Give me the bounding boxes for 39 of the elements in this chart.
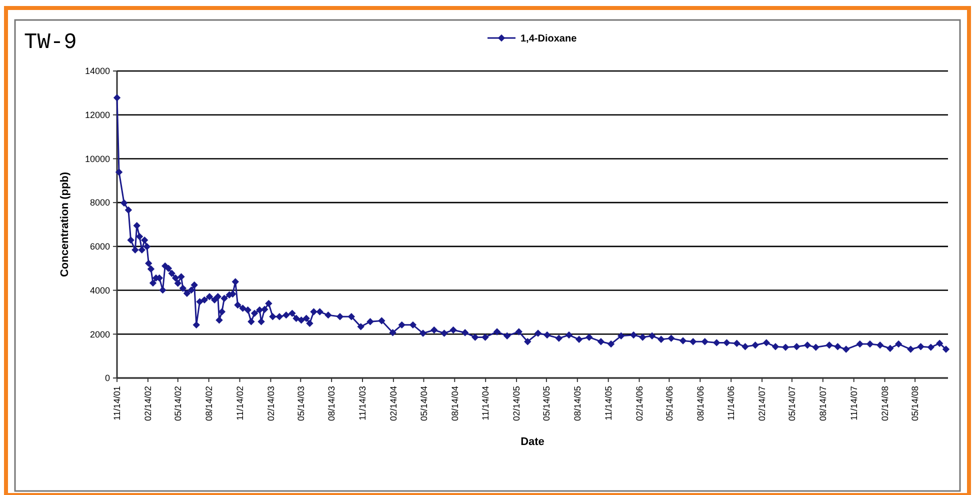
x-tick-label: 02/14/06 xyxy=(634,386,644,422)
x-tick-label: 11/14/07 xyxy=(848,386,859,420)
x-tick-label: 11/14/04 xyxy=(480,386,491,420)
x-tick-label: 02/14/07 xyxy=(757,386,768,422)
x-tick-label: 08/14/04 xyxy=(450,386,460,422)
x-tick-label: 11/14/05 xyxy=(603,386,614,420)
x-tick-label: 11/14/03 xyxy=(358,386,368,420)
y-tick-label: 14000 xyxy=(84,66,110,76)
y-axis-title: Concentration (ppb) xyxy=(59,172,71,278)
y-tick-label: 6000 xyxy=(90,242,110,252)
x-tick-label: 02/14/02 xyxy=(143,386,154,422)
x-tick-label: 05/14/08 xyxy=(910,386,920,422)
x-tick-label: 05/14/05 xyxy=(542,386,552,422)
legend-label: 1,4-Dioxane xyxy=(520,34,578,44)
x-tick-label: 05/14/03 xyxy=(296,386,306,422)
y-tick-label: 0 xyxy=(104,373,110,384)
x-tick-label: 02/14/03 xyxy=(266,386,276,422)
x-tick-label: 08/14/05 xyxy=(572,386,583,422)
x-tick-label: 08/14/07 xyxy=(818,386,828,422)
x-tick-label: 05/14/02 xyxy=(173,386,184,422)
x-tick-label: 05/14/06 xyxy=(664,386,674,422)
x-tick-label: 11/14/01 xyxy=(112,386,122,420)
x-tick-label: 08/14/06 xyxy=(695,386,706,422)
y-tick-label: 2000 xyxy=(90,329,110,340)
x-tick-label: 02/14/05 xyxy=(512,386,522,422)
x-tick-label: 05/14/07 xyxy=(787,386,798,422)
x-axis-title: Date xyxy=(520,436,544,448)
x-tick-label: 08/14/02 xyxy=(204,386,214,422)
chart-title: TW-9 xyxy=(24,30,77,55)
x-tick-label: 08/14/03 xyxy=(326,386,337,422)
x-tick-label: 05/14/04 xyxy=(418,386,429,422)
y-tick-label: 10000 xyxy=(84,154,110,164)
x-tick-label: 02/14/08 xyxy=(880,386,890,422)
x-tick-label: 02/14/04 xyxy=(388,386,399,422)
y-tick-label: 4000 xyxy=(90,285,110,296)
x-tick-label: 11/14/02 xyxy=(234,386,245,420)
x-tick-label: 11/14/06 xyxy=(726,386,736,420)
y-tick-label: 8000 xyxy=(90,198,110,208)
y-tick-label: 12000 xyxy=(84,110,110,120)
